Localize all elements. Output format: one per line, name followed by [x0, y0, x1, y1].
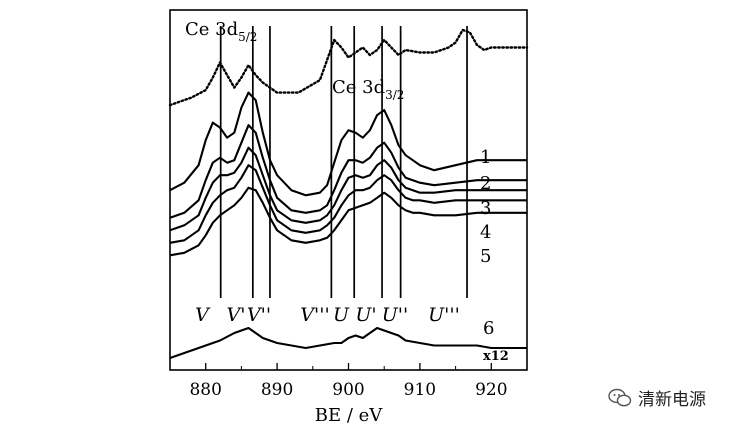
peak-marker-label: V' — [227, 304, 246, 326]
curve-label: 1 — [480, 147, 491, 168]
curve-label: 2 — [480, 173, 491, 194]
curve-label: 6 — [483, 318, 494, 339]
series-line — [169, 124, 527, 219]
series-line — [169, 91, 527, 197]
peak-marker-label: U''' — [428, 304, 460, 326]
peak-marker-label: V — [195, 304, 211, 326]
x-tick-label: 880 — [189, 380, 221, 400]
x-tick-label: 910 — [404, 380, 436, 400]
x-tick-label: 900 — [332, 380, 364, 400]
series-line — [168, 28, 529, 107]
x-tick-label: 920 — [475, 380, 507, 400]
peak-marker-label: U'' — [382, 304, 408, 326]
peak-marker-label: U — [333, 304, 350, 326]
curve-label: 4 — [480, 222, 491, 243]
ce-3d32-label: Ce 3d3/2 — [332, 77, 404, 102]
x-tick-label: 890 — [261, 380, 293, 400]
curve-label: 3 — [480, 198, 491, 219]
watermark-text: 清新电源 — [638, 390, 706, 410]
scale-note: x12 — [483, 349, 509, 364]
series-line — [169, 146, 527, 232]
series-line — [169, 164, 527, 244]
watermark: 清新电源 — [608, 385, 706, 410]
x-axis-label: BE / eV — [315, 405, 384, 426]
peak-marker-label: V''' — [300, 304, 329, 326]
ce-3d52-label: Ce 3d5/2 — [185, 19, 257, 44]
series-line — [169, 326, 527, 359]
wechat-logo-icon — [608, 388, 632, 408]
peak-marker-label: V'' — [247, 304, 271, 326]
curve-label: 5 — [480, 246, 491, 267]
series-line — [169, 186, 527, 257]
peak-marker-label: U' — [355, 304, 376, 326]
